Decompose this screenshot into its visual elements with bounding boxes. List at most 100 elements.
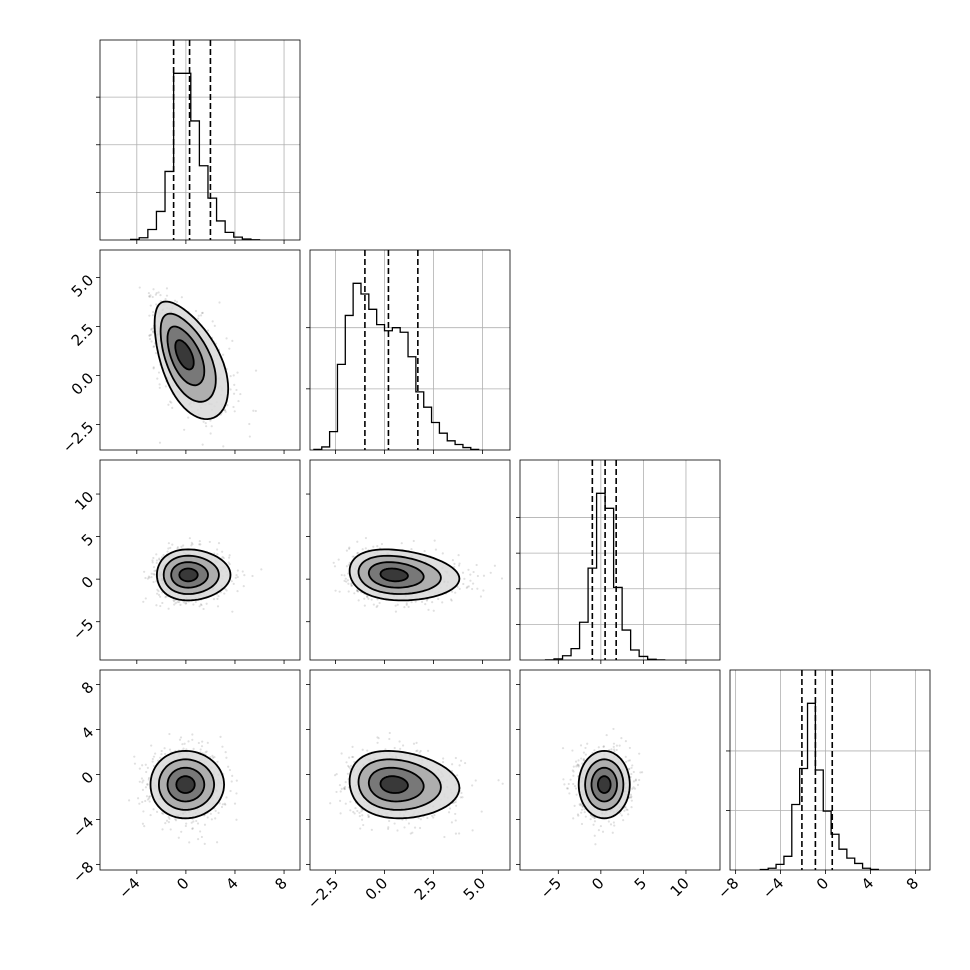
sample-point [152, 366, 155, 369]
sample-point [353, 812, 356, 815]
sample-point [174, 818, 177, 821]
axes-frame [99, 459, 301, 661]
sample-point [213, 756, 216, 759]
density-contour [157, 758, 216, 811]
sample-point [231, 610, 234, 613]
sample-point [184, 602, 187, 605]
sample-point [449, 598, 453, 601]
sample-point [138, 767, 141, 770]
sample-point [349, 583, 353, 586]
sample-point [151, 559, 154, 562]
sample-point [224, 409, 227, 412]
sample-point [384, 748, 387, 751]
sample-point [458, 764, 461, 767]
sample-point [167, 607, 170, 610]
sample-point [457, 554, 460, 557]
sample-point [152, 345, 155, 348]
sample-point [146, 783, 149, 786]
sample-point [200, 835, 203, 839]
axes-frame [309, 669, 511, 871]
sample-point [354, 807, 357, 810]
sample-point [185, 601, 188, 605]
sample-point [133, 762, 137, 765]
sample-point [144, 576, 147, 580]
sample-point [211, 465, 213, 467]
sample-point [463, 577, 466, 580]
sample-point [141, 800, 144, 804]
histogram-panel-2 [516, 459, 721, 664]
sample-point [338, 590, 341, 593]
x-tick-label: 8 [271, 874, 290, 893]
sample-point [222, 556, 225, 560]
x-tick-label: 0 [173, 874, 192, 893]
sample-point [413, 826, 417, 829]
density-contour [357, 554, 442, 595]
sample-point [194, 309, 198, 313]
sample-point [366, 749, 369, 752]
sample-point [183, 601, 186, 604]
sample-point [441, 552, 444, 555]
sample-point [620, 737, 623, 740]
sample-point [235, 574, 238, 577]
sample-point [579, 804, 582, 807]
sample-point [479, 595, 483, 598]
sample-point [377, 737, 380, 740]
sample-point [458, 832, 461, 835]
sample-point [162, 553, 165, 557]
sample-point [467, 585, 470, 588]
sample-point [169, 546, 172, 549]
sample-point [138, 286, 141, 289]
sample-point [226, 404, 229, 407]
sample-point [237, 399, 240, 403]
sample-point [624, 740, 627, 743]
sample-point [412, 539, 415, 543]
sample-point [159, 293, 162, 297]
sample-point [188, 537, 191, 540]
sample-point [497, 779, 500, 782]
sample-point [340, 573, 343, 577]
sample-point [150, 328, 153, 331]
sample-point [155, 561, 158, 565]
sample-point [451, 763, 454, 766]
sample-point [420, 600, 424, 604]
sample-point [198, 605, 201, 608]
sample-point [376, 741, 379, 744]
sample-point [344, 781, 347, 784]
sample-point [597, 829, 601, 832]
y-tick-label: 0.0 [68, 369, 98, 399]
sample-point [151, 760, 154, 763]
sample-point [160, 556, 164, 559]
sample-point [155, 553, 158, 556]
sample-point [211, 320, 214, 323]
sample-point [387, 827, 390, 830]
sample-point [632, 786, 635, 789]
sample-point [394, 604, 397, 607]
sample-point [165, 294, 169, 297]
sample-point [180, 296, 183, 299]
sample-point [190, 541, 193, 544]
sample-point [338, 799, 342, 802]
y-tick-label: 8 [78, 678, 97, 697]
sample-point [165, 287, 169, 290]
sample-point [156, 592, 159, 595]
sample-point [346, 579, 350, 582]
sample-point [577, 764, 580, 767]
sample-point [155, 810, 159, 813]
sample-point [353, 592, 356, 595]
sample-point [190, 821, 193, 824]
sample-point [168, 732, 171, 736]
sample-point [217, 541, 221, 545]
sample-point [415, 749, 418, 753]
sample-point [376, 545, 379, 548]
sample-point [410, 547, 413, 551]
sample-point [442, 757, 445, 760]
y-tick-label: −2.5 [59, 418, 97, 456]
sample-point [376, 604, 379, 607]
sample-point [191, 827, 194, 830]
sample-point [160, 753, 163, 756]
sample-point [340, 787, 343, 790]
sample-point [582, 751, 586, 754]
sample-point [589, 818, 592, 821]
sample-point [195, 819, 198, 823]
sample-point [216, 553, 219, 556]
